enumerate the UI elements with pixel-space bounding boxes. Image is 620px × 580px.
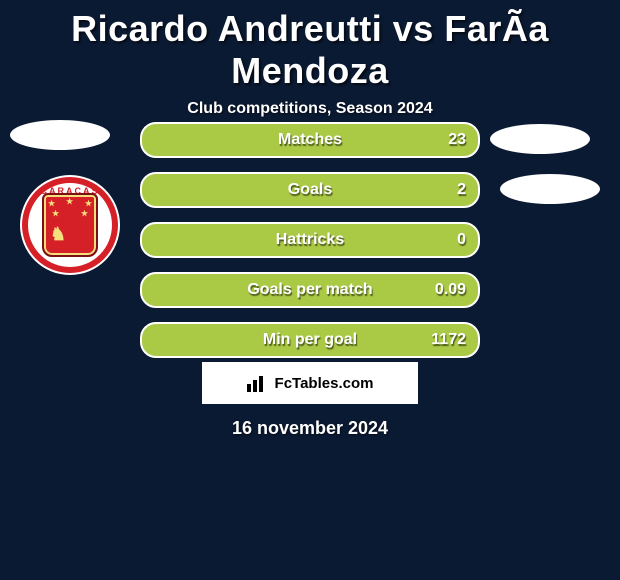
stat-value: 0 bbox=[457, 231, 466, 249]
stat-bar-goals-per-match: Goals per match0.09 bbox=[140, 272, 480, 308]
stat-value: 2 bbox=[457, 181, 466, 199]
placeholder-oval-2 bbox=[500, 174, 600, 204]
stat-label: Goals per match bbox=[142, 281, 478, 299]
page-subtitle: Club competitions, Season 2024 bbox=[0, 100, 620, 118]
brand-badge[interactable]: FcTables.com bbox=[202, 362, 418, 404]
stat-value: 23 bbox=[448, 131, 466, 149]
stat-bar-goals: Goals2 bbox=[140, 172, 480, 208]
crest-shield: ★ ★ ★ ★ ★ ♞ bbox=[42, 193, 98, 257]
stat-label: Matches bbox=[142, 131, 478, 149]
crest-lion-icon: ♞ bbox=[50, 225, 66, 243]
bars-icon bbox=[247, 374, 269, 392]
stat-label: Goals bbox=[142, 181, 478, 199]
stat-bar-matches: Matches23 bbox=[140, 122, 480, 158]
page-title: Ricardo Andreutti vs FarÃ­a Mendoza bbox=[0, 0, 620, 92]
stat-bar-hattricks: Hattricks0 bbox=[140, 222, 480, 258]
date-text: 16 november 2024 bbox=[0, 418, 620, 439]
placeholder-oval-1 bbox=[490, 124, 590, 154]
stat-value: 1172 bbox=[431, 331, 466, 349]
stats-bars: Matches23 Goals2 Hattricks0 Goals per match… bbox=[140, 122, 480, 372]
brand-text: FcTables.com bbox=[275, 375, 374, 392]
stat-label: Min per goal bbox=[142, 331, 478, 349]
stat-value: 0.09 bbox=[435, 281, 466, 299]
placeholder-oval-0 bbox=[10, 120, 110, 150]
team-crest-left: CARACAS F.C. ★ ★ ★ ★ ★ ♞ bbox=[20, 175, 120, 275]
stat-label: Hattricks bbox=[142, 231, 478, 249]
